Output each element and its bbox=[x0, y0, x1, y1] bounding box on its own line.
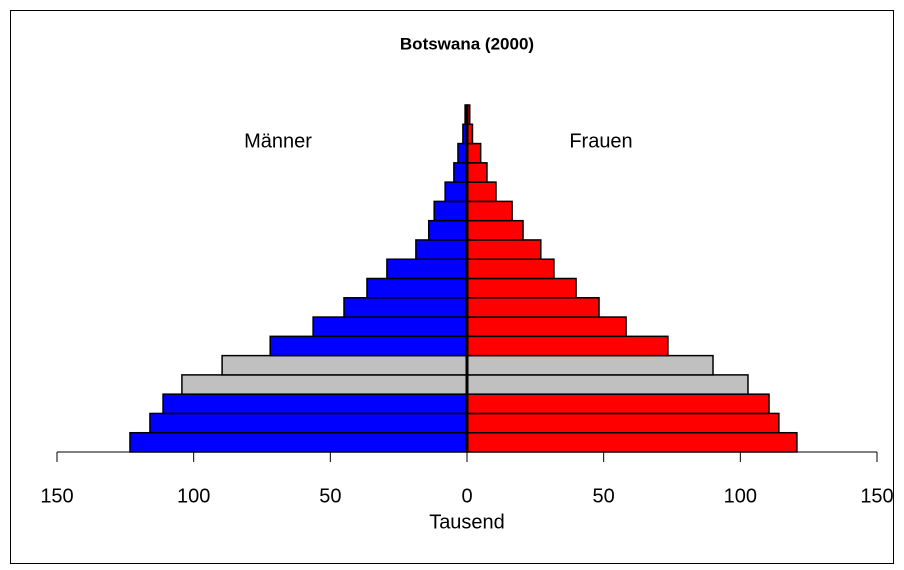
bar bbox=[415, 239, 468, 260]
bar bbox=[466, 316, 627, 338]
bar bbox=[221, 354, 468, 376]
bar bbox=[366, 277, 468, 299]
bar bbox=[433, 200, 468, 222]
bar bbox=[444, 181, 468, 203]
x-tick-label: 50 bbox=[593, 485, 615, 507]
bar bbox=[466, 162, 488, 183]
bar bbox=[181, 374, 468, 395]
bar bbox=[466, 181, 497, 203]
bar bbox=[466, 239, 542, 260]
bar bbox=[466, 297, 600, 318]
bar bbox=[466, 277, 577, 299]
bar bbox=[466, 393, 770, 415]
bar bbox=[466, 142, 482, 164]
bar bbox=[466, 354, 714, 376]
x-tick-label: 0 bbox=[461, 485, 472, 507]
x-tick-label: 150 bbox=[40, 485, 73, 507]
x-tick-label: 100 bbox=[724, 485, 757, 507]
x-axis-label: Tausend bbox=[429, 511, 505, 533]
bar bbox=[312, 316, 468, 338]
series-label: Frauen bbox=[569, 130, 632, 152]
bar bbox=[466, 200, 513, 222]
bar bbox=[466, 431, 798, 453]
bar bbox=[466, 335, 669, 357]
bar bbox=[466, 258, 555, 280]
series-label: Männer bbox=[244, 130, 312, 152]
bar bbox=[466, 374, 749, 395]
bar bbox=[453, 162, 468, 183]
chart-title: Botswana (2000) bbox=[400, 34, 534, 53]
bar bbox=[386, 258, 468, 280]
bar bbox=[149, 412, 468, 434]
x-tick-label: 150 bbox=[860, 485, 893, 507]
bar bbox=[427, 219, 468, 241]
bar bbox=[343, 297, 468, 318]
bar bbox=[269, 335, 468, 357]
bar bbox=[129, 431, 468, 453]
x-tick-label: 50 bbox=[319, 485, 341, 507]
bar bbox=[466, 219, 524, 241]
bar bbox=[466, 412, 780, 434]
bar bbox=[162, 393, 468, 415]
x-tick-label: 100 bbox=[177, 485, 210, 507]
